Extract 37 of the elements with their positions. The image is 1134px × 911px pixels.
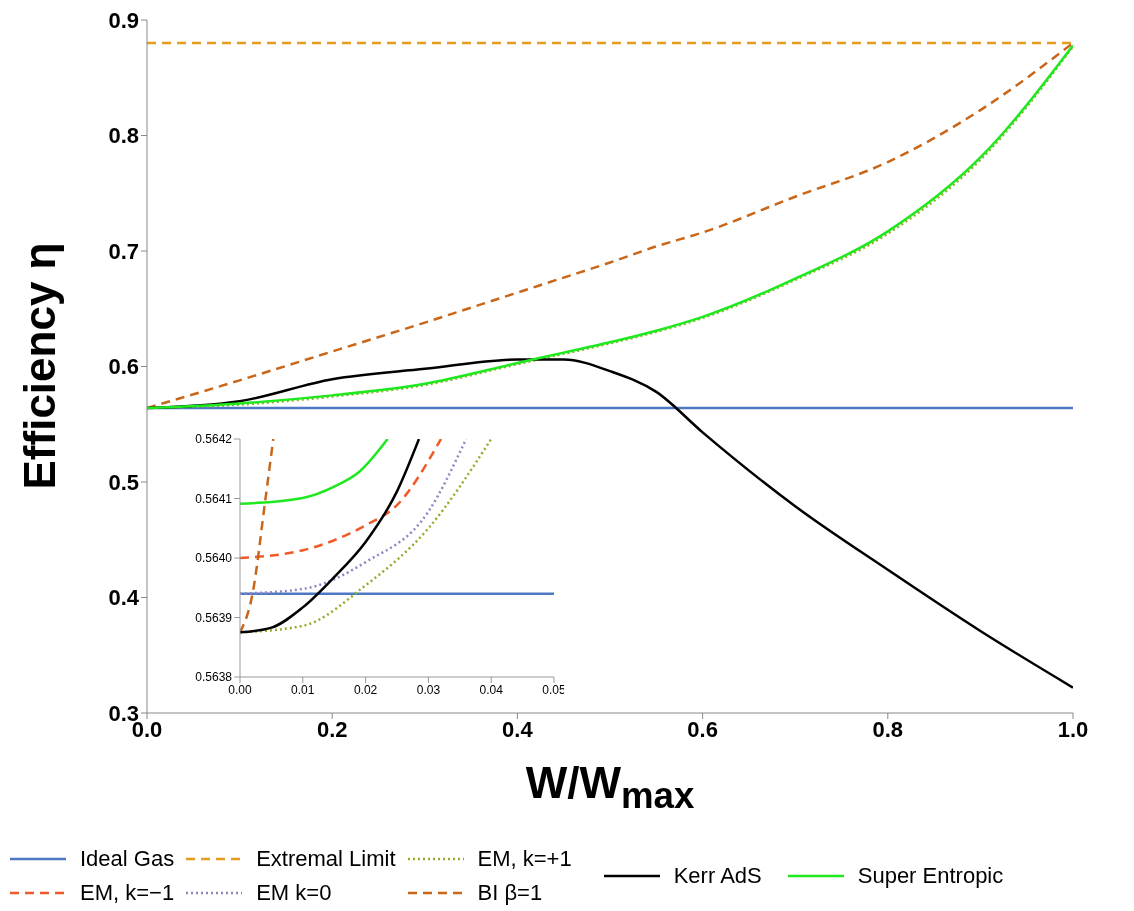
line-series (240, 439, 443, 560)
legend-label: Ideal Gas (80, 846, 175, 872)
legend-label: Super Entropic (857, 863, 1004, 889)
y-tick-label: 0.6 (108, 354, 139, 380)
x-tick-label: 0.8 (872, 716, 904, 742)
line-series (240, 439, 421, 634)
y-tick-label: 0.5639 (195, 610, 233, 625)
line-series (240, 439, 275, 634)
x-axis-title: W/W$_{max}$ (524, 758, 696, 817)
y-axis-title: Efficiency η (15, 242, 65, 490)
x-tick-label: 0.6 (687, 716, 718, 742)
y-tick-label: 0.5638 (195, 670, 233, 685)
x-tick-label: 1.0 (1057, 716, 1089, 742)
legend-label: Extremal Limit (256, 846, 396, 872)
line-series (240, 439, 468, 595)
x-tick-label: 0.02 (353, 682, 378, 697)
x-tick-label: 0.01 (291, 682, 315, 697)
y-tick-label: 0.5642 (195, 432, 233, 447)
x-tick-label: 0.4 (502, 716, 534, 742)
y-tick-label: 0.5 (108, 469, 139, 495)
legend-label: EM, k=−1 (80, 880, 175, 906)
y-tick-label: 0.5641 (195, 491, 233, 506)
x-tick-label: 0.2 (316, 716, 348, 742)
legend-label: EM k=0 (256, 880, 332, 906)
x-tick-label: 0.04 (479, 682, 504, 697)
legend-label: BI β=1 (477, 880, 543, 906)
legend-label: Kerr AdS (673, 863, 762, 889)
y-tick-label: 0.7 (108, 238, 139, 264)
line-series (240, 439, 493, 634)
line-series (240, 439, 389, 506)
y-tick-label: 0.4 (108, 585, 140, 611)
x-tick-label: 0.03 (416, 682, 441, 697)
x-tick-label: 0.00 (228, 682, 252, 697)
y-tick-label: 0.9 (108, 7, 139, 33)
y-tick-label: 0.8 (108, 123, 139, 149)
legend-label: EM, k=+1 (477, 846, 572, 872)
y-tick-label: 0.5640 (195, 551, 233, 566)
